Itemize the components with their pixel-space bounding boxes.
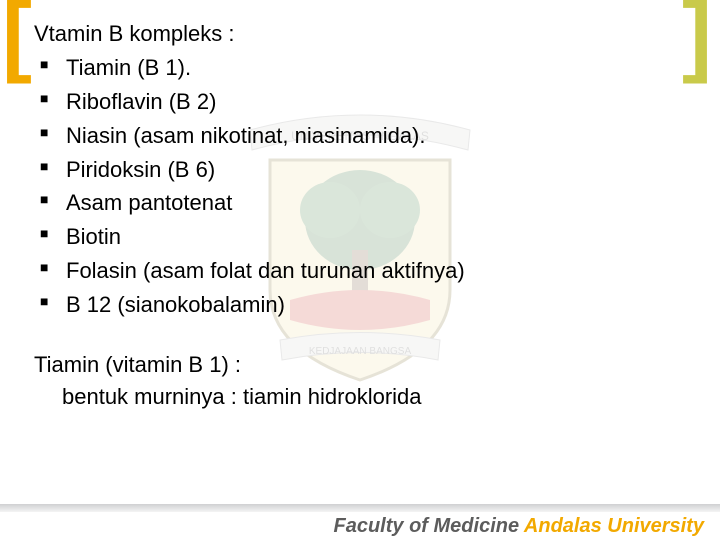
bullet-list: Tiamin (B 1). Riboflavin (B 2) Niasin (a… [34,52,686,321]
slide-content: Vtamin B kompleks : Tiamin (B 1). Ribofl… [0,0,720,413]
list-item: Asam pantotenat [40,187,686,219]
list-item: Biotin [40,221,686,253]
footer-faculty: Faculty of Medicine [334,515,520,537]
footer-text: Faculty of Medicine Andalas University [334,515,705,538]
sub-line1: Tiamin (vitamin B 1) : [34,349,686,381]
footer-university: Andalas University [524,515,704,537]
footer-bar [0,504,720,512]
heading: Vtamin B kompleks : [34,18,686,50]
list-item: Riboflavin (B 2) [40,86,686,118]
list-item: Folasin (asam folat dan turunan aktifnya… [40,255,686,287]
list-item: Tiamin (B 1). [40,52,686,84]
sub-line2: bentuk murninya : tiamin hidroklorida [34,381,686,413]
sub-section: Tiamin (vitamin B 1) : bentuk murninya :… [34,349,686,413]
list-item: Piridoksin (B 6) [40,154,686,186]
list-item: B 12 (sianokobalamin) [40,289,686,321]
list-item: Niasin (asam nikotinat, niasinamida). [40,120,686,152]
